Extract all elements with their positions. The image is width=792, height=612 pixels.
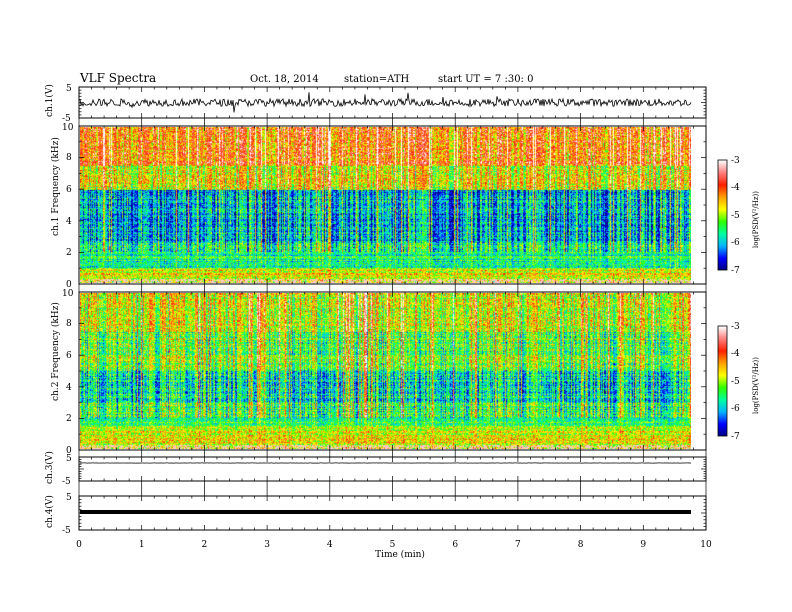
cbar2-tick: -3 [731, 322, 740, 332]
cbar2-tick: -4 [731, 349, 740, 359]
ytick-label: 10 [62, 289, 74, 299]
ytick-label: 0 [66, 280, 72, 290]
cbar2-tick: -7 [731, 432, 740, 442]
xtick-label: 9 [640, 540, 646, 550]
ch2-spectrogram-ylabel: ch.2 Frequency (kHz) [50, 302, 61, 401]
xtick-label: 7 [515, 540, 521, 550]
ytick-label: 5 [66, 84, 72, 94]
xtick-label: 8 [578, 540, 584, 550]
ytick-label: -5 [62, 526, 71, 536]
ch1-spectrogram-ylabel: ch.1 Frequency (kHz) [50, 137, 61, 236]
cbar1-tick: -4 [731, 183, 740, 193]
ch1-colorbar-frame [717, 159, 728, 271]
ytick-label: 10 [62, 123, 74, 133]
ytick-label: 6 [66, 351, 72, 361]
ytick-label: 2 [66, 414, 72, 424]
ch4-waveform-line [80, 510, 691, 514]
ytick-label: 5 [66, 454, 72, 464]
cbar2-tick: -6 [731, 404, 740, 414]
start-time-label: start UT = 7 :30: 0 [438, 74, 533, 85]
ytick-label: 2 [66, 248, 72, 258]
ch2-spectrogram-yticks: 0 2 4 6 8 10 [62, 289, 74, 456]
x-axis-label: Time (min) [375, 549, 425, 560]
ytick-label: 4 [66, 383, 72, 393]
xtick-label: 0 [76, 540, 82, 550]
ytick-label: 8 [66, 153, 72, 163]
date-label: Oct. 18, 2014 [250, 74, 319, 85]
xtick-label: 10 [700, 540, 712, 550]
xtick-label: 2 [202, 540, 208, 550]
ch2-spectrogram-image [80, 293, 691, 449]
cbar1-tick: -5 [731, 211, 740, 221]
ch3-waveform-yticks: 5 -5 [62, 454, 72, 487]
axis-tick-marks [78, 86, 707, 531]
ch4-waveform-ylabel: ch.4(V) [44, 495, 55, 528]
cbar1-label: log(PSD(V²/Hz)) [752, 191, 760, 248]
x-tick-labels: 0 1 2 3 4 5 6 7 8 9 10 [76, 540, 712, 550]
ch1-waveform-line [79, 92, 692, 113]
ch4-waveform-yticks: 5 -5 [62, 493, 72, 536]
ytick-label: 4 [66, 217, 72, 227]
ch2-colorbar-ticks: -3 -4 -5 -6 -7 log(PSD(V²/Hz)) [731, 322, 760, 442]
ytick-label: 5 [66, 493, 72, 503]
cbar1-tick: -3 [731, 156, 740, 166]
xtick-label: 6 [452, 540, 458, 550]
ytick-label: -5 [62, 477, 71, 487]
cbar2-tick: -5 [731, 377, 740, 387]
station-label: station=ATH [344, 74, 410, 85]
cbar1-tick: -7 [731, 266, 740, 276]
xtick-label: 1 [139, 540, 145, 550]
ytick-label: 0 [66, 446, 72, 456]
ytick-label: -5 [62, 114, 71, 124]
ytick-label: 6 [66, 185, 72, 195]
ch1-colorbar [718, 160, 727, 270]
ch3-waveform-ylabel: ch.3(V) [44, 451, 55, 484]
ch1-waveform-ylabel: ch.1(V) [44, 84, 55, 117]
cbar2-label: log(PSD(V²/Hz)) [752, 357, 760, 414]
ch1-waveform-yticks: 5 -5 [62, 84, 72, 124]
ch1-colorbar-ticks: -3 -4 -5 -6 -7 log(PSD(V²/Hz)) [731, 156, 760, 276]
ch2-colorbar-frame [717, 325, 728, 437]
xtick-label: 4 [327, 540, 333, 550]
cbar1-tick: -6 [731, 238, 740, 248]
figure-title: VLF Spectra [79, 71, 156, 85]
xtick-label: 3 [264, 540, 270, 550]
ch1-spectrogram-yticks: 0 2 4 6 8 10 [62, 123, 74, 290]
ch1-spectrogram-image [80, 127, 691, 283]
ch2-colorbar [718, 326, 727, 436]
ytick-label: 8 [66, 319, 72, 329]
xtick-label: 5 [390, 540, 396, 550]
